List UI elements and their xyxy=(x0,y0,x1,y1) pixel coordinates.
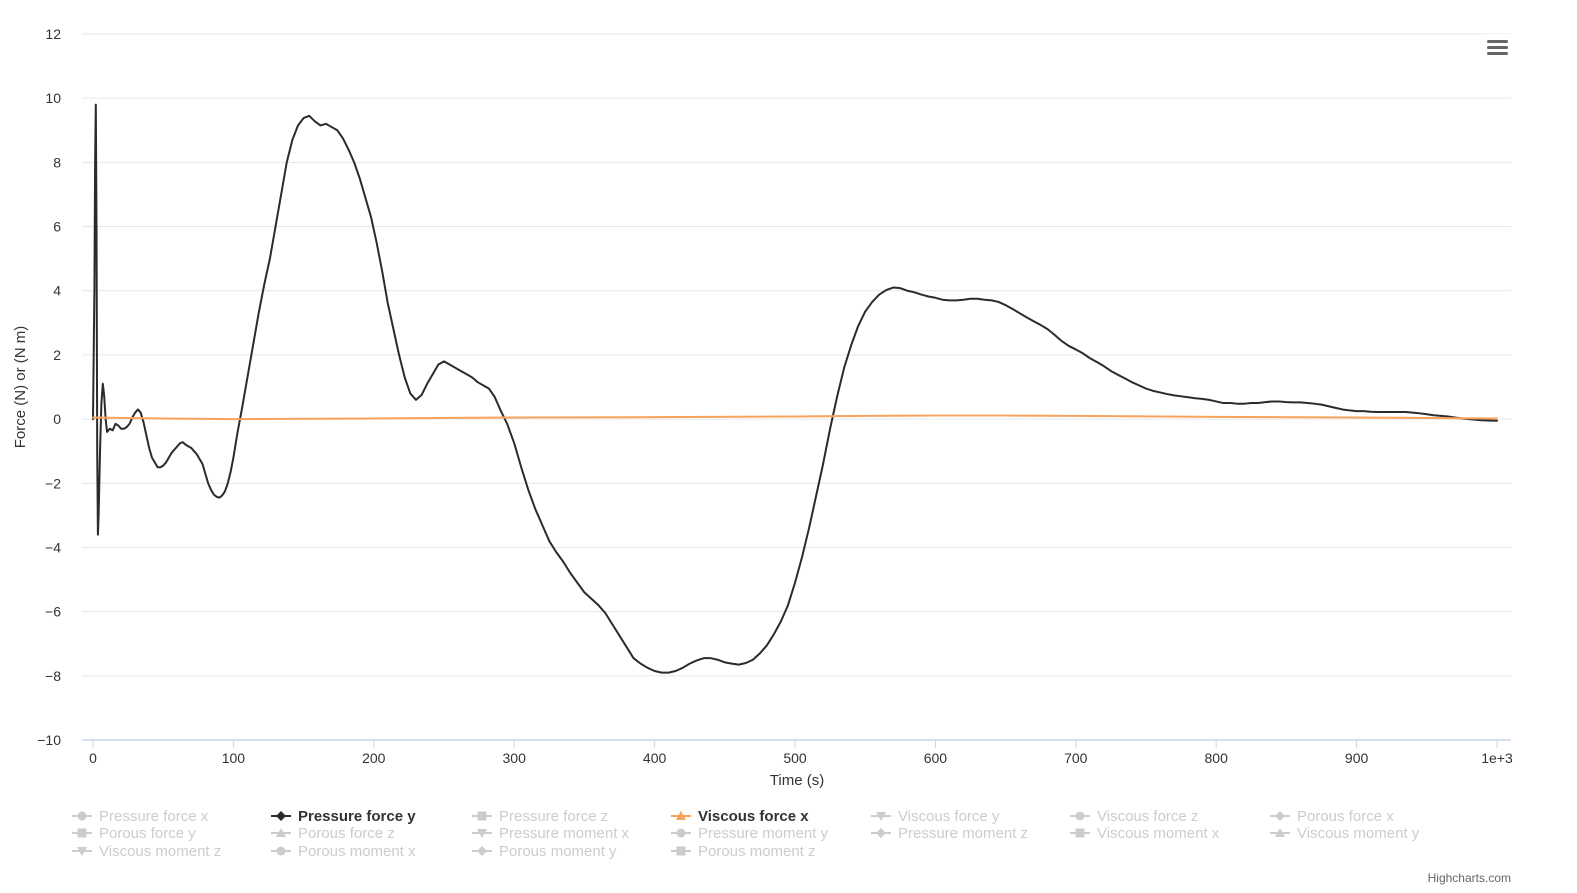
legend-item-porous-moment-y[interactable]: Porous moment y xyxy=(472,843,617,860)
context-menu-button[interactable] xyxy=(1482,34,1512,62)
y-tick-label: 4 xyxy=(53,283,61,299)
triangle-marker-icon xyxy=(276,828,286,837)
series-line-pressure-force-y[interactable] xyxy=(92,103,1498,674)
y-tick-label: −8 xyxy=(45,668,61,684)
legend-item-viscous-moment-z[interactable]: Viscous moment z xyxy=(72,843,221,860)
legend-label: Pressure force y xyxy=(298,808,416,825)
legend-label: Pressure moment y xyxy=(698,825,829,842)
legend-label: Porous force z xyxy=(298,825,395,842)
legend-label: Porous moment z xyxy=(698,843,816,860)
legend-item-pressure-force-x[interactable]: Pressure force x xyxy=(72,808,209,825)
legend-item-pressure-force-y[interactable]: Pressure force y xyxy=(271,808,416,825)
x-axis-title: Time (s) xyxy=(770,772,824,789)
square-marker-icon xyxy=(77,828,87,838)
y-tick-label: −6 xyxy=(45,604,61,620)
x-axis-ticks: 0 100 200 300 400 500 600 700 800 900 1e+3 xyxy=(89,740,1513,766)
legend-item-porous-moment-z[interactable]: Porous moment z xyxy=(671,843,816,860)
legend-label: Viscous force z xyxy=(1097,808,1198,825)
circle-marker-icon xyxy=(676,828,686,838)
legend-item-viscous-moment-y[interactable]: Viscous moment y xyxy=(1270,825,1420,842)
y-tick-label: −4 xyxy=(45,539,61,555)
y-tick-label: 8 xyxy=(53,154,61,170)
triangle-down-marker-icon xyxy=(876,812,886,821)
y-tick-label: 6 xyxy=(53,219,61,235)
legend: Pressure force x Pressure force y Pressure… xyxy=(72,808,1420,860)
legend-item-porous-force-y[interactable]: Porous force y xyxy=(72,825,196,842)
legend-label: Viscous moment y xyxy=(1297,825,1420,842)
square-marker-icon xyxy=(676,846,686,856)
grid-lines xyxy=(82,33,1511,677)
x-tick-label: 0 xyxy=(89,750,97,766)
legend-label: Porous force x xyxy=(1297,808,1394,825)
legend-item-porous-moment-x[interactable]: Porous moment x xyxy=(271,843,416,860)
circle-marker-icon xyxy=(276,846,286,856)
y-tick-label: 2 xyxy=(53,347,61,363)
series-line-viscous-force-x[interactable] xyxy=(92,414,1498,421)
legend-label: Viscous moment x xyxy=(1097,825,1220,842)
diamond-marker-icon xyxy=(876,828,886,838)
legend-label: Viscous force x xyxy=(698,808,809,825)
y-tick-label: −10 xyxy=(37,732,61,748)
legend-item-pressure-moment-y[interactable]: Pressure moment y xyxy=(671,825,829,842)
triangle-marker-icon xyxy=(676,811,686,820)
legend-label: Viscous moment z xyxy=(99,843,221,860)
circle-marker-icon xyxy=(77,811,87,821)
legend-item-viscous-force-x[interactable]: Viscous force x xyxy=(671,808,809,825)
diamond-marker-icon xyxy=(477,846,487,856)
x-tick-label: 500 xyxy=(783,750,807,766)
triangle-down-marker-icon xyxy=(77,847,87,856)
legend-label: Pressure moment z xyxy=(898,825,1028,842)
square-marker-icon xyxy=(477,811,487,821)
square-marker-icon xyxy=(1075,828,1085,838)
x-tick-label: 600 xyxy=(924,750,948,766)
legend-item-viscous-force-y[interactable]: Viscous force y xyxy=(871,808,1000,825)
legend-item-porous-force-x[interactable]: Porous force x xyxy=(1270,808,1394,825)
legend-item-viscous-moment-x[interactable]: Viscous moment x xyxy=(1070,825,1220,842)
legend-label: Pressure force x xyxy=(99,808,209,825)
legend-label: Porous moment y xyxy=(499,843,617,860)
triangle-marker-icon xyxy=(1275,828,1285,837)
x-tick-label: 700 xyxy=(1064,750,1088,766)
x-tick-label: 300 xyxy=(503,750,527,766)
legend-item-pressure-force-z[interactable]: Pressure force z xyxy=(472,808,608,825)
x-tick-label: 400 xyxy=(643,750,667,766)
legend-item-viscous-force-z[interactable]: Viscous force z xyxy=(1070,808,1198,825)
triangle-down-marker-icon xyxy=(477,829,487,838)
legend-label: Viscous force y xyxy=(898,808,1000,825)
legend-label: Porous moment x xyxy=(298,843,416,860)
hamburger-icon xyxy=(1487,40,1508,55)
x-tick-label: 200 xyxy=(362,750,386,766)
diamond-marker-icon xyxy=(276,811,286,821)
y-tick-label: 12 xyxy=(45,26,61,42)
y-tick-label: 0 xyxy=(53,411,61,427)
legend-label: Pressure moment x xyxy=(499,825,630,842)
legend-item-pressure-moment-z[interactable]: Pressure moment z xyxy=(871,825,1028,842)
legend-item-porous-force-z[interactable]: Porous force z xyxy=(271,825,395,842)
y-tick-label: −2 xyxy=(45,475,61,491)
y-tick-label: 10 xyxy=(45,90,61,106)
circle-marker-icon xyxy=(1075,811,1085,821)
y-axis-ticks: −10 −8 −6 −4 −2 0 2 4 6 8 10 12 xyxy=(37,26,61,748)
x-tick-label: 100 xyxy=(222,750,246,766)
legend-label: Pressure force z xyxy=(499,808,608,825)
y-axis-title: Force (N) or (N m) xyxy=(12,326,29,449)
diamond-marker-icon xyxy=(1275,811,1285,821)
legend-label: Porous force y xyxy=(99,825,196,842)
x-tick-label: 900 xyxy=(1345,750,1369,766)
series xyxy=(92,103,1498,674)
x-tick-label: 1e+3 xyxy=(1481,750,1513,766)
credits-link[interactable]: Highcharts.com xyxy=(1428,871,1511,885)
legend-item-pressure-moment-x[interactable]: Pressure moment x xyxy=(472,825,630,842)
x-tick-label: 800 xyxy=(1205,750,1229,766)
